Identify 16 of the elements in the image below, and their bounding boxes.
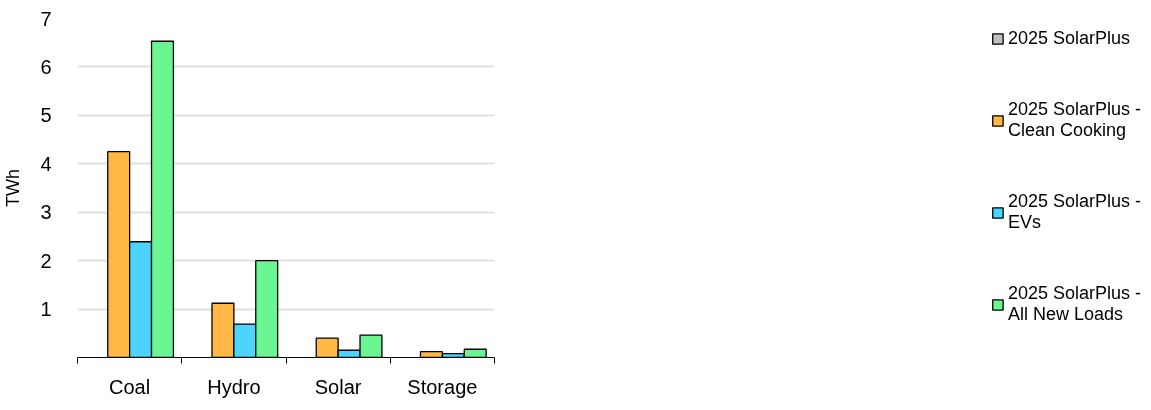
x-tick-label: Hydro [207, 375, 261, 398]
legend-label: 2025 SolarPlus - EVs [1007, 191, 1141, 233]
y-tick-label: 4 [40, 152, 52, 175]
y-tick-label: 5 [40, 104, 52, 127]
y-axis-title: TWh [3, 169, 24, 207]
x-tick-label: Coal [109, 375, 151, 398]
x-tick-label: Storage [407, 375, 478, 398]
legend-label: 2025 SolarPlus - All New Loads [1007, 283, 1141, 325]
y-tick-label: 2 [40, 249, 52, 272]
legend-label: 2025 SolarPlus [1007, 28, 1131, 49]
y-tick-label: 7 [40, 7, 52, 30]
y-tick-label: 6 [40, 55, 52, 78]
x-tick-label: Solar [314, 375, 362, 398]
y-tick-label: 1 [40, 298, 52, 321]
y-tick-label: 3 [40, 201, 52, 224]
legend-label: 2025 SolarPlus - Clean Cooking [1007, 99, 1141, 141]
